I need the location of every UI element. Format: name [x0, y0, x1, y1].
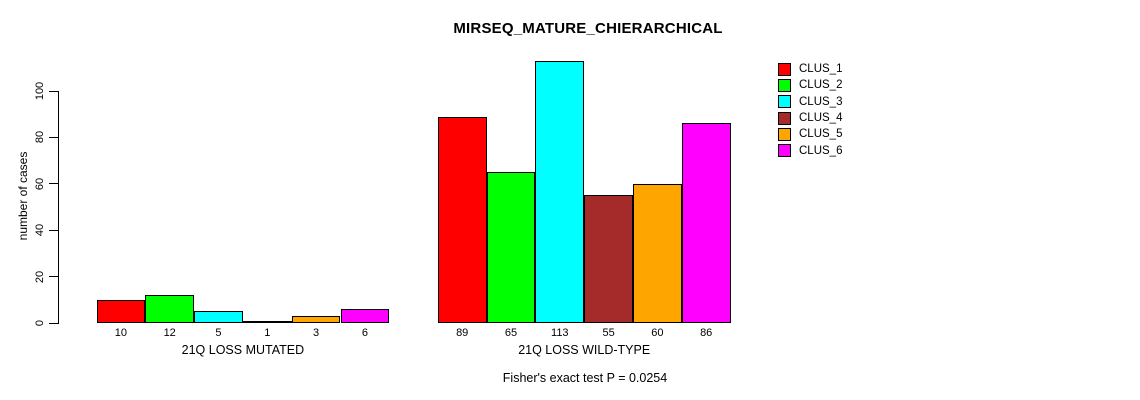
legend-label: CLUS_4: [799, 112, 843, 125]
legend-item-clus_6: CLUS_6: [778, 142, 842, 158]
bar-clus_4-group1: [242, 321, 292, 323]
x-group-label: 21Q LOSS MUTATED: [181, 343, 305, 357]
bar-clus_2-group2: [486, 172, 536, 323]
y-axis: [58, 91, 59, 324]
bar-value-label: 1: [264, 327, 271, 339]
bar-value-label: 65: [504, 327, 518, 339]
y-tick-label: 40: [34, 224, 46, 237]
legend-swatch-icon: [778, 127, 791, 141]
legend-item-clus_4: CLUS_4: [778, 110, 842, 126]
bar-value-label: 60: [651, 327, 664, 339]
legend-label: CLUS_5: [799, 128, 843, 141]
bar-clus_3-group1: [194, 311, 243, 323]
y-axis-tick: [49, 322, 59, 324]
legend: CLUS_1 CLUS_2 CLUS_3 CLUS_4 CLUS_5 CLUS_6: [778, 61, 842, 159]
bar-clus_5-group1: [291, 316, 341, 323]
legend-swatch-icon: [778, 95, 791, 109]
bar-clus_1-group2: [437, 117, 487, 323]
bar-value-label: 89: [456, 327, 469, 339]
legend-swatch-icon: [778, 62, 791, 76]
legend-label: CLUS_1: [799, 63, 843, 76]
bar-clus_4-group2: [584, 195, 633, 323]
bar-value-label: 3: [313, 327, 320, 339]
legend-item-clus_2: CLUS_2: [778, 77, 842, 93]
bar-value-label: 6: [361, 327, 368, 339]
bar-clus_2-group1: [145, 295, 195, 323]
y-axis-tick: [49, 90, 59, 92]
y-tick-label: 100: [34, 81, 46, 101]
legend-swatch-icon: [778, 78, 791, 92]
bar-clus_5-group2: [633, 184, 682, 323]
legend-label: CLUS_3: [799, 95, 843, 108]
y-tick-label: 80: [34, 131, 46, 144]
y-axis-tick: [49, 183, 59, 185]
legend-swatch-icon: [778, 144, 791, 158]
y-tick-label: 60: [34, 177, 46, 190]
legend-swatch-icon: [778, 111, 791, 125]
y-axis-tick: [49, 276, 59, 278]
legend-item-clus_5: CLUS_5: [778, 126, 842, 142]
y-axis-tick: [49, 136, 59, 138]
bar-value-label: 5: [215, 327, 222, 339]
y-tick-label: 20: [34, 270, 46, 283]
bar-clus_3-group2: [535, 61, 585, 323]
chart-title: MIRSEQ_MATURE_CHIERARCHICAL: [453, 20, 723, 37]
legend-item-clus_3: CLUS_3: [778, 94, 842, 110]
bar-value-label: 113: [551, 327, 569, 339]
footnote-fisher-test: Fisher's exact test P = 0.0254: [502, 371, 668, 385]
y-tick-label: 0: [34, 319, 46, 327]
bar-value-label: 10: [114, 327, 128, 339]
bar-clus_6-group2: [681, 123, 731, 323]
legend-item-clus_1: CLUS_1: [778, 61, 842, 77]
bar-clus_6-group1: [340, 309, 390, 323]
bar-value-label: 55: [602, 327, 615, 339]
legend-label: CLUS_6: [799, 144, 843, 157]
y-axis-tick: [49, 229, 59, 231]
bar-clus_1-group1: [96, 300, 146, 323]
bar-value-label: 12: [163, 327, 176, 339]
x-group-label: 21Q LOSS WILD-TYPE: [518, 343, 651, 357]
bar-value-label: 86: [700, 327, 713, 339]
legend-label: CLUS_2: [799, 79, 843, 92]
